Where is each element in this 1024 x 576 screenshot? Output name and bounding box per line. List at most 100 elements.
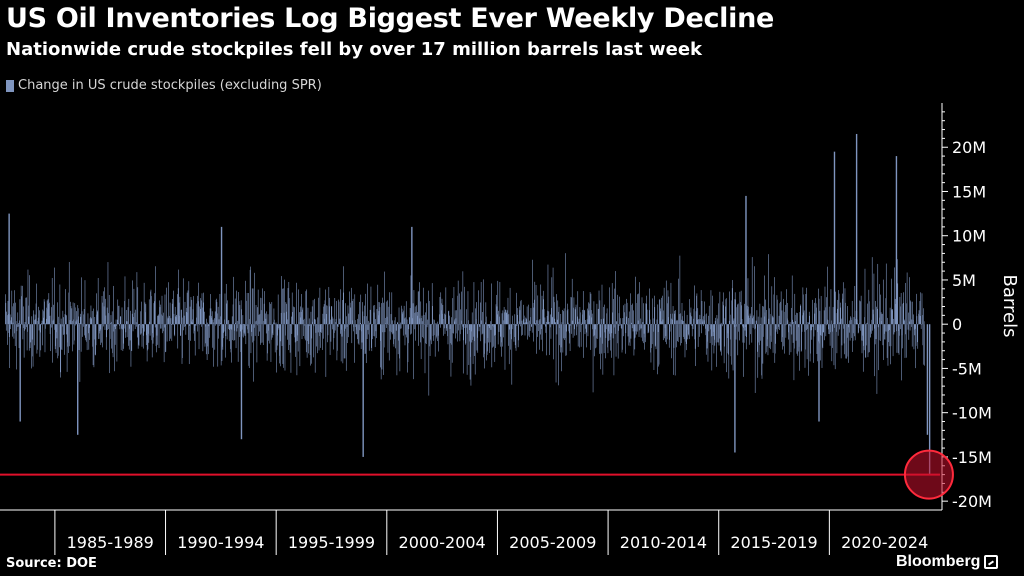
bar <box>885 263 887 325</box>
bar <box>543 309 545 325</box>
bar <box>318 297 319 325</box>
bar <box>196 303 198 325</box>
bar <box>98 324 99 339</box>
bar <box>128 324 129 346</box>
bar <box>640 324 642 338</box>
bar <box>883 324 884 361</box>
bar <box>186 292 188 325</box>
bar <box>667 303 668 325</box>
bar <box>704 301 705 325</box>
bar <box>523 304 524 325</box>
bar <box>52 324 53 363</box>
bar <box>239 324 240 337</box>
y-tick-label: 5M <box>952 271 976 290</box>
bar <box>518 324 519 341</box>
bar <box>588 315 590 325</box>
bar <box>722 292 724 325</box>
bar <box>590 293 592 325</box>
bar <box>788 324 789 340</box>
bar <box>423 314 425 325</box>
bar <box>316 324 318 325</box>
bar <box>876 306 877 325</box>
bar <box>618 313 620 325</box>
bar <box>251 324 252 337</box>
bar <box>689 312 691 325</box>
bar <box>700 290 702 325</box>
bar <box>214 324 216 350</box>
bar <box>424 324 426 374</box>
bar <box>866 323 867 325</box>
bar <box>60 324 61 378</box>
bar <box>313 324 315 327</box>
bar <box>40 324 42 325</box>
bar <box>125 324 127 333</box>
bar <box>786 289 787 325</box>
bar <box>801 324 802 351</box>
bar <box>801 324 803 332</box>
bar <box>152 324 153 334</box>
bar <box>149 321 150 325</box>
bar <box>328 306 330 325</box>
bar <box>623 305 624 325</box>
bar <box>634 324 636 350</box>
bar <box>442 304 444 325</box>
bar <box>569 324 571 351</box>
bar <box>593 324 594 337</box>
bar <box>231 316 233 325</box>
bar <box>700 323 702 325</box>
bar <box>685 324 687 345</box>
bar <box>718 324 720 346</box>
bar <box>234 324 235 331</box>
bar <box>321 324 323 330</box>
bar <box>111 311 113 325</box>
bar <box>683 324 685 340</box>
bar <box>372 324 373 340</box>
bar <box>487 324 489 338</box>
bar <box>673 324 674 375</box>
bar <box>917 324 919 325</box>
bar <box>377 302 379 325</box>
bar <box>237 324 238 329</box>
bar <box>632 324 634 332</box>
bar <box>587 308 588 325</box>
bar <box>275 323 276 325</box>
bar <box>915 324 917 346</box>
bar <box>763 316 765 325</box>
bar <box>351 300 353 325</box>
bar <box>474 324 476 375</box>
bar <box>512 323 514 325</box>
bar <box>651 324 653 325</box>
bar <box>851 324 853 338</box>
bar <box>455 318 457 325</box>
bar <box>452 298 453 325</box>
bar <box>277 294 279 325</box>
x-tick-label: 1985-1989 <box>67 533 154 552</box>
bar <box>761 324 762 376</box>
bar <box>430 324 431 340</box>
bar <box>865 324 867 346</box>
bar <box>211 316 213 325</box>
bar <box>859 300 860 325</box>
bar <box>718 303 719 325</box>
bar <box>192 322 193 325</box>
bar <box>514 324 516 346</box>
bar <box>264 291 265 325</box>
bar <box>368 320 369 325</box>
bar <box>876 324 878 394</box>
bar <box>815 303 817 325</box>
bar <box>387 300 388 325</box>
bar <box>160 324 161 329</box>
bar <box>79 322 80 325</box>
bar <box>841 324 843 346</box>
bar <box>731 300 733 325</box>
y-axis-label: Barrels <box>999 275 1020 338</box>
bar <box>563 324 564 339</box>
bar <box>23 324 25 358</box>
bar <box>269 324 271 325</box>
bar <box>771 317 773 325</box>
bar <box>572 320 573 325</box>
bar <box>637 324 639 332</box>
bar <box>803 312 804 325</box>
bar <box>601 284 603 325</box>
bar <box>546 324 547 356</box>
